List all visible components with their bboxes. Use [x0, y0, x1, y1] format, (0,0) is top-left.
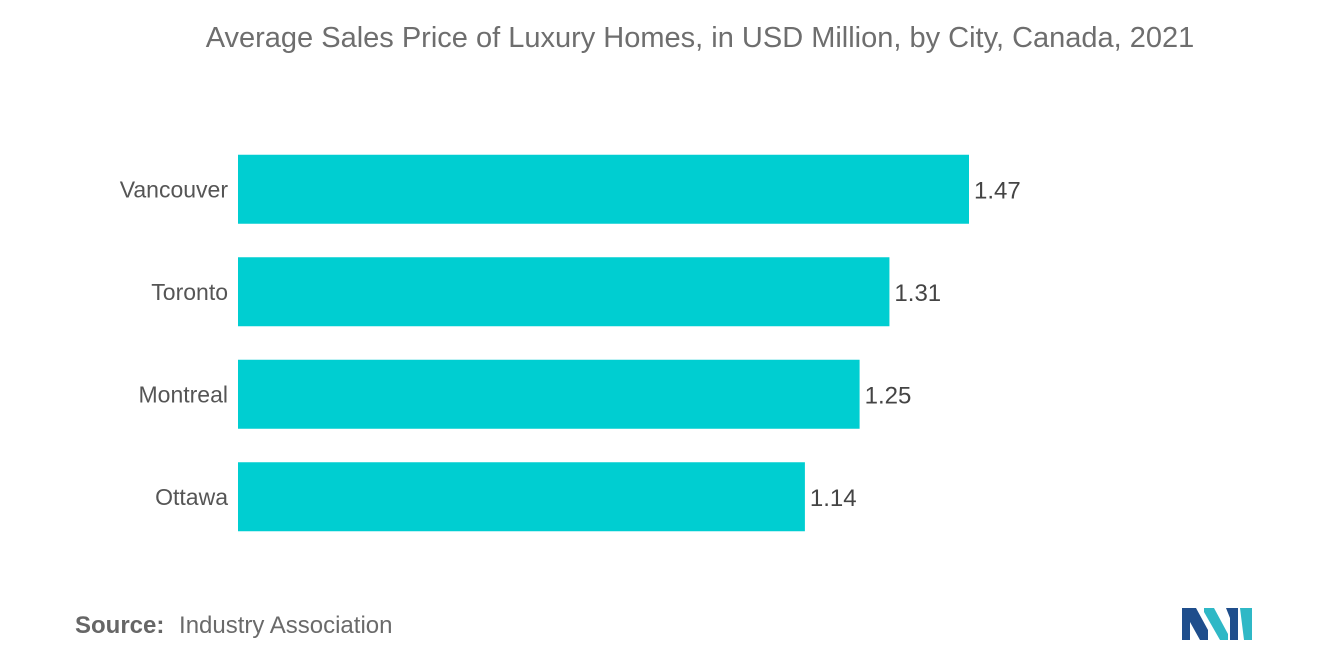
value-label-vancouver: 1.47 [974, 177, 1021, 204]
category-label-montreal: Montreal [139, 381, 228, 407]
source-label: Source: [75, 612, 165, 639]
bar-ottawa [238, 462, 805, 532]
source-text: Industry Association [179, 612, 393, 639]
chart-title: Average Sales Price of Luxury Homes, in … [205, 22, 1195, 54]
bar-vancouver [238, 154, 969, 224]
category-label-ottawa: Ottawa [155, 484, 228, 510]
bar-toronto [238, 257, 890, 327]
value-label-ottawa: 1.14 [810, 485, 857, 512]
category-label-toronto: Toronto [151, 279, 228, 305]
category-label-vancouver: Vancouver [120, 176, 229, 202]
source-note: Source: Industry Association [75, 612, 392, 640]
value-label-montreal: 1.25 [865, 382, 912, 409]
bar-montreal [238, 359, 860, 429]
bars-group: Vancouver 1.47 Toronto 1.31 Montreal 1.25 Otta… [120, 154, 1021, 532]
value-label-toronto: 1.31 [894, 280, 941, 307]
mordor-intelligence-logo-icon [1182, 608, 1252, 640]
